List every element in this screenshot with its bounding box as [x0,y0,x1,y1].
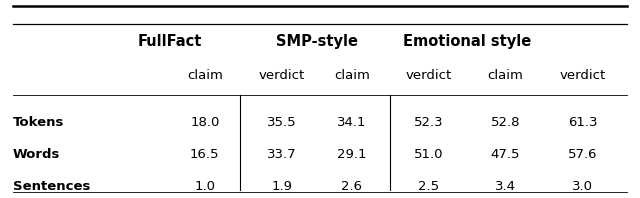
Text: verdict: verdict [259,69,305,82]
Text: 29.1: 29.1 [337,148,367,161]
Text: Sentences: Sentences [13,180,90,193]
Text: FullFact: FullFact [138,34,202,49]
Text: 52.3: 52.3 [414,116,444,129]
Text: 52.8: 52.8 [491,116,520,129]
Text: 33.7: 33.7 [267,148,296,161]
Text: 61.3: 61.3 [568,116,597,129]
Text: verdict: verdict [406,69,452,82]
Text: Words: Words [13,148,60,161]
Text: 2.6: 2.6 [342,180,362,193]
Text: 3.4: 3.4 [495,180,516,193]
Text: 16.5: 16.5 [190,148,220,161]
Text: 35.5: 35.5 [267,116,296,129]
Text: Tokens: Tokens [13,116,64,129]
Text: claim: claim [187,69,223,82]
Text: claim: claim [334,69,370,82]
Text: Emotional style: Emotional style [403,34,531,49]
Text: SMP-style: SMP-style [276,34,358,49]
Text: 18.0: 18.0 [190,116,220,129]
Text: 2.5: 2.5 [418,180,440,193]
Text: 3.0: 3.0 [572,180,593,193]
Text: 51.0: 51.0 [414,148,444,161]
Text: verdict: verdict [559,69,605,82]
Text: 1.9: 1.9 [271,180,292,193]
Text: 1.0: 1.0 [195,180,215,193]
Text: claim: claim [488,69,524,82]
Text: 34.1: 34.1 [337,116,367,129]
Text: 57.6: 57.6 [568,148,597,161]
Text: 47.5: 47.5 [491,148,520,161]
